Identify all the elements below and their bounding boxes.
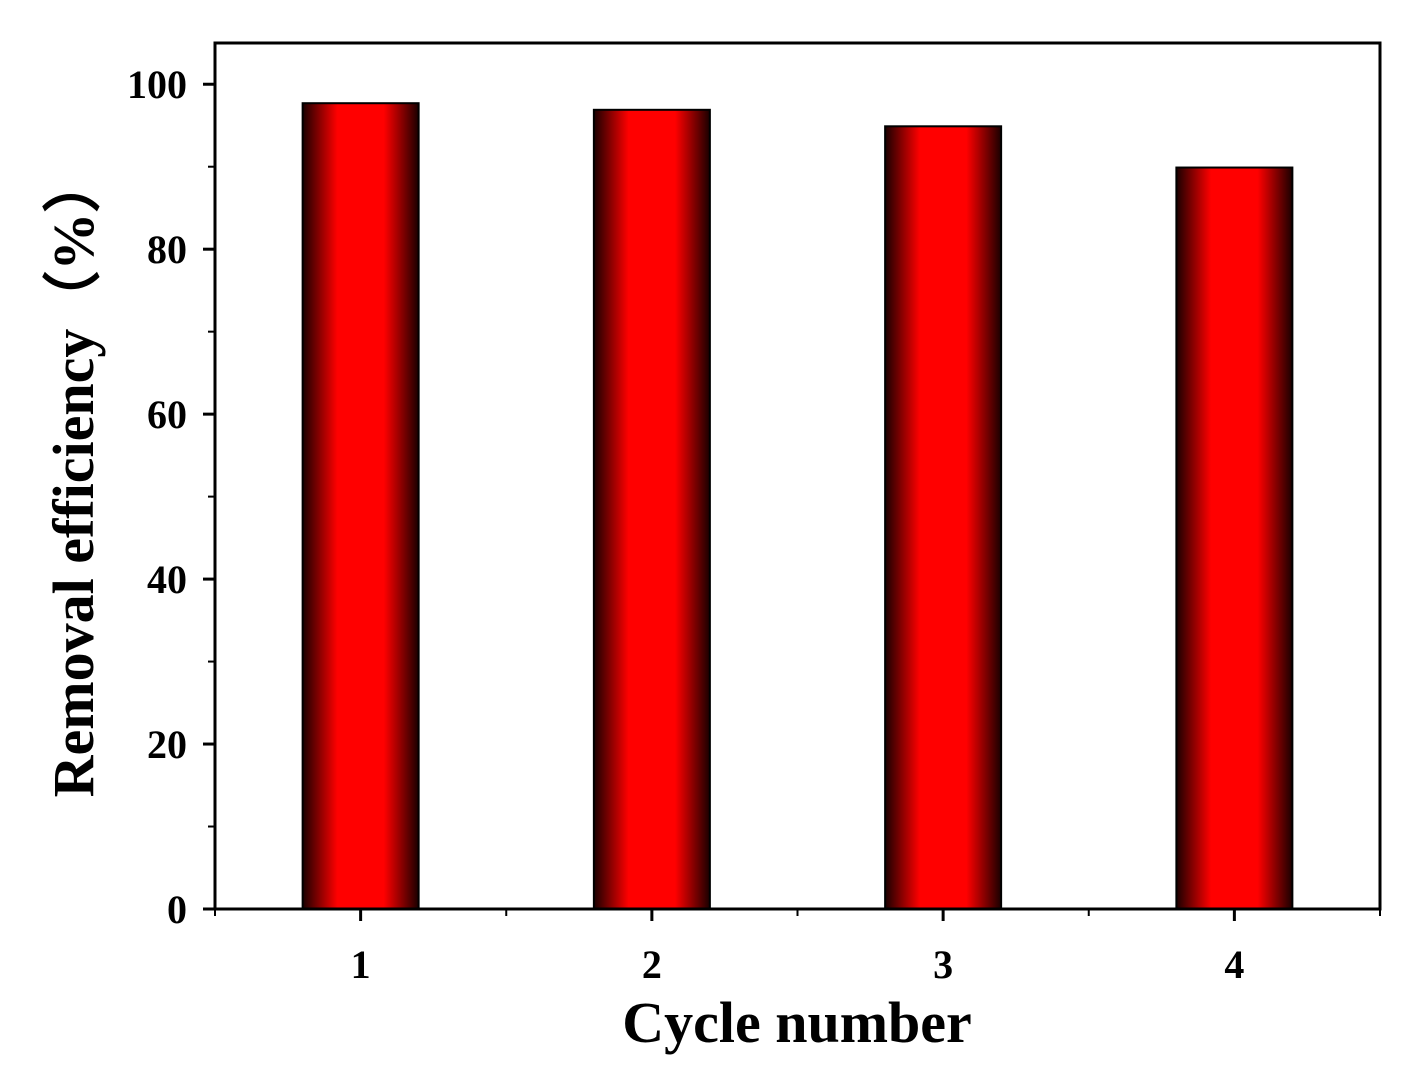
- y-tick-label: 60: [147, 392, 187, 437]
- y-tick-label: 20: [147, 722, 187, 767]
- x-tick-label: 3: [933, 942, 953, 987]
- x-tick-label: 1: [351, 942, 371, 987]
- y-axis-title: Removal efficiency（%）: [41, 155, 106, 798]
- y-tick-label: 40: [147, 557, 187, 602]
- y-axis-ticks: 0 20 40 60 80 100: [127, 62, 215, 932]
- y-tick-label: 100: [127, 62, 187, 107]
- bar-cycle-3: [884, 125, 1003, 910]
- y-tick-label: 80: [147, 227, 187, 272]
- x-tick-label: 2: [642, 942, 662, 987]
- bars-layer: [301, 102, 1294, 910]
- x-axis-title: Cycle number: [622, 990, 972, 1055]
- bar-cycle-2: [592, 108, 711, 910]
- y-tick-label: 0: [167, 887, 187, 932]
- x-tick-label: 4: [1224, 942, 1244, 987]
- bar-cycle-1: [301, 102, 420, 910]
- x-axis-ticks: 1 2 3 4: [214, 909, 1381, 987]
- bar-cycle-4: [1175, 166, 1294, 910]
